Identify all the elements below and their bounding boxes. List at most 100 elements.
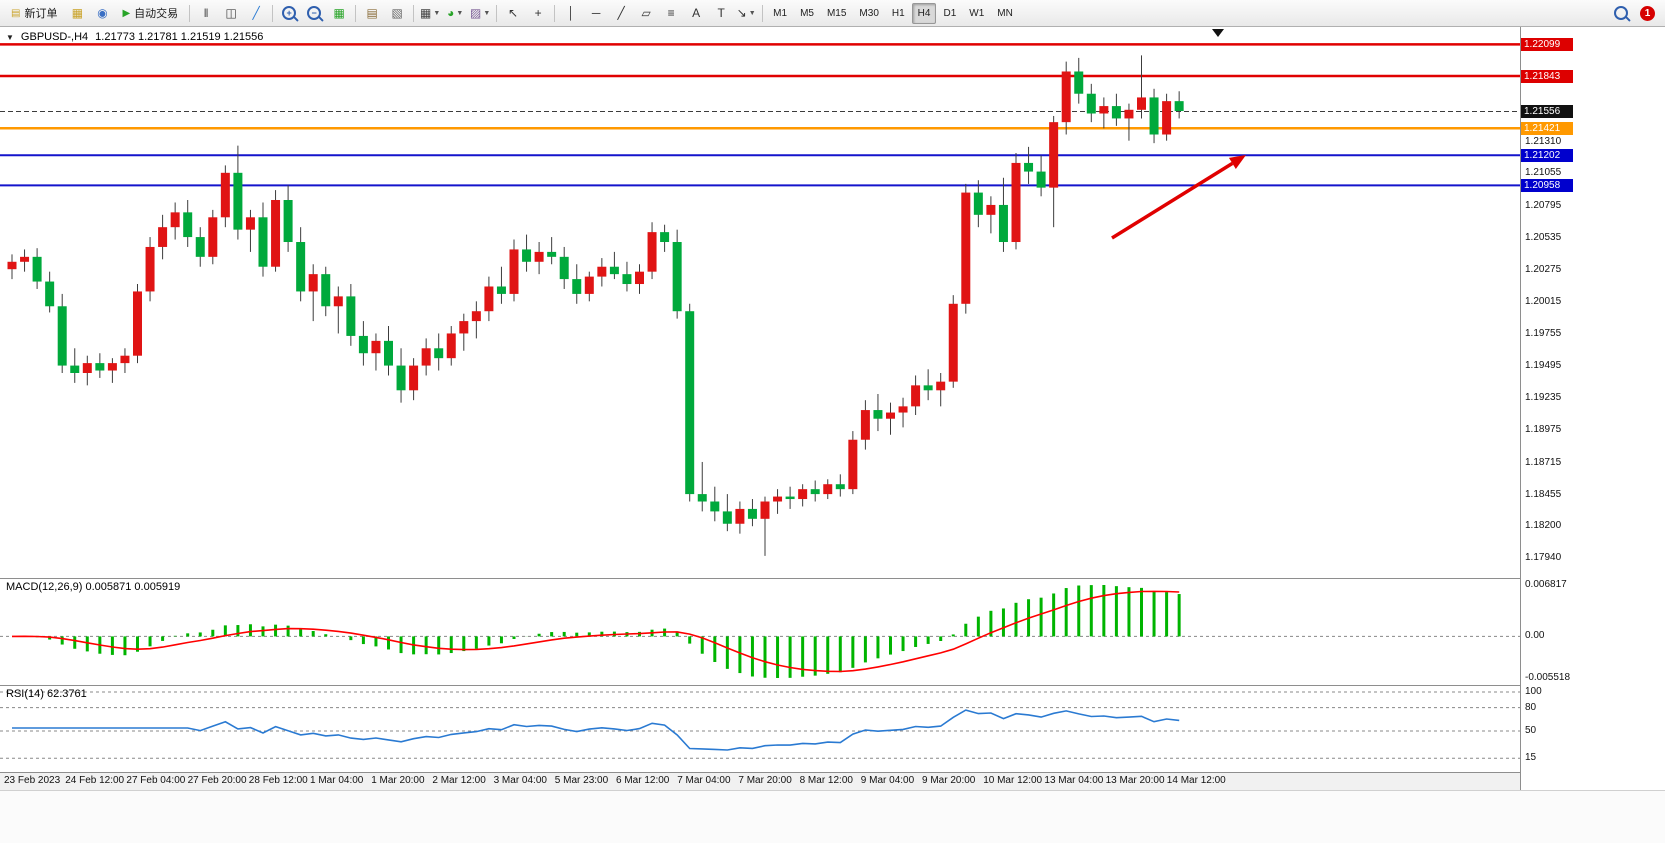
symbols-icon[interactable]: ▦ bbox=[65, 2, 89, 25]
price-tick-label: 1.20275 bbox=[1525, 263, 1562, 275]
time-axis-label: 1 Mar 04:00 bbox=[310, 775, 364, 786]
candle-body bbox=[773, 496, 783, 502]
candle-body bbox=[998, 204, 1008, 243]
candle-body bbox=[1137, 97, 1146, 110]
timeframe-h1[interactable]: H1 bbox=[891, 7, 905, 19]
candle-body bbox=[986, 204, 996, 215]
candlestick-chart[interactable] bbox=[0, 27, 1520, 578]
candle-body bbox=[572, 279, 582, 294]
template-button[interactable]: ▨ ▼ bbox=[468, 2, 492, 25]
time-axis-label: 1 Mar 20:00 bbox=[371, 775, 425, 786]
candlestick-chart-icon[interactable]: ◫ bbox=[219, 2, 243, 25]
time-axis-label: 7 Mar 04:00 bbox=[677, 775, 731, 786]
channel-tool-icon[interactable]: ▱ bbox=[634, 2, 658, 25]
timeframe-m30[interactable]: M30 bbox=[859, 7, 879, 19]
time-axis-label: 7 Mar 20:00 bbox=[738, 775, 792, 786]
timeframe-m15[interactable]: M15 bbox=[826, 7, 847, 19]
line-chart-icon[interactable]: ╱ bbox=[244, 2, 268, 25]
price-axis[interactable]: 1.21310 1.21055 1.20795 1.20535 1.20275 1.200… bbox=[1520, 27, 1665, 790]
trendline-tool-icon[interactable]: ╱ bbox=[609, 2, 633, 25]
zoom-out-icon-glyph: − bbox=[307, 6, 322, 20]
candle-body bbox=[647, 232, 657, 272]
trend-arrow-annotation[interactable] bbox=[1111, 161, 1234, 240]
macd-label: MACD(12,26,9) 0.005871 0.005919 bbox=[6, 581, 181, 593]
rsi-panel[interactable]: RSI(14) 62.3761 bbox=[0, 686, 1520, 773]
rsi-line bbox=[12, 709, 1180, 751]
tile-windows-icon[interactable]: ▦ bbox=[327, 2, 351, 25]
indicators-icon[interactable]: ▤ bbox=[360, 2, 384, 25]
candlestick-chart-icon-glyph: ◫ bbox=[225, 6, 237, 20]
search-icon[interactable] bbox=[1609, 2, 1633, 25]
price-chart-panel[interactable]: ▼ GBPUSD-,H4 1.21773 1.21781 1.21519 1.2… bbox=[0, 27, 1520, 579]
crosshair-icon-glyph: + bbox=[534, 6, 542, 20]
symbol-dropdown-icon[interactable]: ▼ bbox=[6, 32, 14, 42]
new-chart-button-glyph: ▦ bbox=[420, 6, 432, 20]
candle-body bbox=[471, 311, 481, 322]
candle-body bbox=[1174, 101, 1184, 112]
new-order-button-label: 新订单 bbox=[24, 8, 58, 20]
time-axis-label: 27 Feb 04:00 bbox=[126, 775, 186, 786]
rsi-chart bbox=[0, 691, 1520, 759]
timeframe-m5[interactable]: M5 bbox=[800, 7, 814, 19]
candle-body bbox=[245, 217, 255, 230]
text-tool-icon-glyph: A bbox=[692, 6, 701, 20]
community-icon-glyph: ◉ bbox=[97, 6, 108, 20]
macd-axis-label: 0.006817 bbox=[1525, 579, 1567, 590]
candle-body bbox=[635, 271, 644, 285]
hline-tool-icon[interactable]: ─ bbox=[584, 2, 608, 25]
time-axis-label: 6 Mar 12:00 bbox=[616, 775, 670, 786]
candle-body bbox=[886, 412, 895, 419]
candle-body bbox=[459, 321, 469, 334]
timeframe-d1[interactable]: D1 bbox=[943, 7, 957, 19]
candle-body bbox=[384, 340, 393, 366]
fibo-tool-icon[interactable]: ≡ bbox=[659, 2, 683, 25]
cursor-icon[interactable]: ↖ bbox=[501, 2, 525, 25]
new-order-button[interactable]: ▤ 新订单 bbox=[4, 2, 64, 25]
community-icon[interactable]: ◉ bbox=[90, 2, 114, 25]
candle-body bbox=[346, 296, 356, 336]
dropdown-caret-icon: ▼ bbox=[748, 9, 756, 17]
rsi-axis-label: 15 bbox=[1525, 752, 1537, 764]
price-line-badge: 1.22099 bbox=[1521, 37, 1573, 51]
time-axis[interactable]: 23 Feb 2023 24 Feb 12:00 27 Feb 04:00 27 Fe… bbox=[0, 773, 1520, 790]
candle-body bbox=[685, 311, 695, 495]
candle-body bbox=[321, 274, 331, 307]
crosshair-icon[interactable]: + bbox=[526, 2, 550, 25]
arrows-tool-icon[interactable]: ↘ ▼ bbox=[734, 2, 758, 25]
vline-tool-icon[interactable]: │ bbox=[559, 2, 583, 25]
time-axis-label: 14 Mar 12:00 bbox=[1166, 775, 1226, 786]
candle-body bbox=[810, 489, 820, 495]
candle-body bbox=[848, 439, 858, 490]
rsi-axis-label: 50 bbox=[1525, 725, 1537, 736]
macd-panel[interactable]: MACD(12,26,9) 0.005871 0.005919 bbox=[0, 579, 1520, 686]
timeframe-w1[interactable]: W1 bbox=[969, 7, 985, 19]
candle-body bbox=[547, 251, 557, 257]
new-chart-button[interactable]: ▦ ▼ bbox=[418, 2, 442, 25]
label-tool-icon[interactable]: T bbox=[709, 2, 733, 25]
objects-icon[interactable]: ▧ bbox=[385, 2, 409, 25]
main-toolbar: ▤ 新订单 ▦ ◉ ▶ 自动交易 ‖ ◫ ╱ + − ▦ ▤ ▧ ▦ ▼ ◕ ▼ ▨ ▼ ↖ + │ ─ ╱ ▱ ≡ A T ↘ ▼ M1 M5… bbox=[0, 0, 1665, 27]
autotrade-button[interactable]: ▶ 自动交易 bbox=[115, 2, 185, 25]
candle-body bbox=[747, 508, 757, 519]
time-marker-icon[interactable] bbox=[1212, 29, 1224, 37]
timeframe-h4[interactable]: H4 bbox=[911, 2, 937, 24]
zoom-out-icon[interactable]: − bbox=[302, 2, 326, 25]
candle-body bbox=[973, 192, 983, 215]
period-button[interactable]: ◕ ▼ bbox=[443, 2, 467, 25]
candle-body bbox=[409, 365, 419, 391]
candle-body bbox=[308, 274, 318, 292]
time-axis-label: 9 Mar 04:00 bbox=[860, 775, 915, 786]
price-tick-label: 1.21310 bbox=[1525, 135, 1562, 147]
notification-badge[interactable]: 1 bbox=[1640, 5, 1655, 21]
text-tool-icon[interactable]: A bbox=[684, 2, 708, 25]
bar-chart-icon[interactable]: ‖ bbox=[194, 2, 218, 25]
timeframe-mn[interactable]: MN bbox=[997, 7, 1013, 19]
candle-body bbox=[45, 281, 55, 307]
toolbar-separator bbox=[413, 4, 415, 22]
price-tick-label: 1.19495 bbox=[1525, 360, 1562, 372]
candle-body bbox=[120, 355, 130, 364]
zoom-in-icon[interactable]: + bbox=[277, 2, 301, 25]
candle-body bbox=[1111, 106, 1121, 119]
timeframe-m1[interactable]: M1 bbox=[773, 7, 788, 19]
